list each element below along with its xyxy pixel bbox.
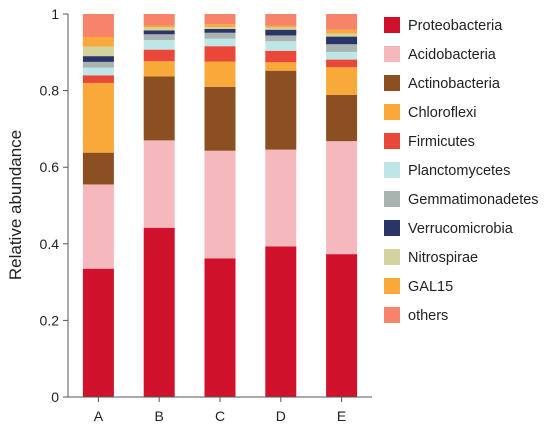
legend-label: Actinobacteria xyxy=(408,76,501,92)
bar-segment-a-proteobacteria xyxy=(82,268,114,397)
axes-layer: 0 0.2 0.4 0.6 0.8 1 A B C D E xyxy=(40,6,372,424)
bar-segment-d-proteobacteria xyxy=(265,246,297,397)
bar-segment-e-planctomycetes xyxy=(326,51,358,60)
y-tick-label: 0.8 xyxy=(40,83,60,99)
legend: Proteobacteria Acidobacteria Actinobacteri… xyxy=(384,17,539,324)
x-tick-label: E xyxy=(337,408,346,424)
bar-segment-e-gal15 xyxy=(326,29,358,34)
legend-label: Acidobacteria xyxy=(408,47,497,63)
bar-segment-c-gal15 xyxy=(204,24,236,28)
bars-layer xyxy=(82,14,358,397)
bar-segment-e-acidobacteria xyxy=(326,141,358,255)
legend-swatch xyxy=(384,307,400,323)
bar-segment-b-chloroflexi xyxy=(143,61,175,77)
legend-swatch xyxy=(384,104,400,120)
bar-segment-c-nitrospirae xyxy=(204,27,236,29)
bar-segment-c-gemmatimonadetes xyxy=(204,32,236,39)
legend-label: Planctomycetes xyxy=(408,163,510,179)
bar-segment-a-acidobacteria xyxy=(82,184,114,269)
bar-segment-d-verrucomicrobia xyxy=(265,29,297,36)
legend-swatch xyxy=(384,278,400,294)
bar-segment-d-gal15 xyxy=(265,25,297,28)
y-tick-label: 0.2 xyxy=(40,312,60,328)
legend-swatch xyxy=(384,162,400,178)
bar-segment-e-verrucomicrobia xyxy=(326,36,358,45)
bar-segment-d-actinobacteria xyxy=(265,70,297,150)
bar-segment-c-acidobacteria xyxy=(204,150,236,259)
bar-segment-b-actinobacteria xyxy=(143,76,175,141)
y-tick-label: 0.6 xyxy=(40,159,60,175)
bar-segment-d-firmicutes xyxy=(265,50,297,63)
bar-segment-c-others xyxy=(204,14,236,25)
legend-label: Firmicutes xyxy=(408,134,475,150)
bar-segment-c-proteobacteria xyxy=(204,258,236,397)
bar-segment-c-planctomycetes xyxy=(204,38,236,47)
y-tick-label: 1 xyxy=(51,6,59,22)
bar-segment-e-actinobacteria xyxy=(326,94,358,142)
x-tick-label: A xyxy=(94,408,104,424)
legend-label: Nitrospirae xyxy=(408,250,478,266)
bar-segment-a-gal15 xyxy=(82,36,114,47)
legend-swatch xyxy=(384,46,400,62)
legend-swatch xyxy=(384,75,400,91)
legend-swatch xyxy=(384,133,400,149)
bar-segment-e-others xyxy=(326,14,358,30)
bar-segment-a-verrucomicrobia xyxy=(82,56,114,62)
legend-label: GAL15 xyxy=(408,279,453,295)
legend-swatch xyxy=(384,191,400,207)
bar-segment-a-actinobacteria xyxy=(82,152,114,185)
legend-label: Gemmatimonadetes xyxy=(408,192,539,208)
y-tick-label: 0 xyxy=(51,389,59,405)
x-tick-label: C xyxy=(215,408,225,424)
bar-segment-b-acidobacteria xyxy=(143,140,175,228)
bar-segment-d-acidobacteria xyxy=(265,149,297,247)
legend-swatch xyxy=(384,220,400,236)
bar-segment-e-nitrospirae xyxy=(326,33,358,37)
bar-segment-a-gemmatimonadetes xyxy=(82,61,114,68)
legend-swatch xyxy=(384,249,400,265)
bar-segment-c-verrucomicrobia xyxy=(204,28,236,33)
bar-segment-c-chloroflexi xyxy=(204,61,236,87)
legend-label: Chloroflexi xyxy=(408,105,477,121)
bar-segment-c-firmicutes xyxy=(204,46,236,62)
legend-swatch xyxy=(384,17,400,33)
legend-label: others xyxy=(408,308,448,324)
x-tick-label: B xyxy=(155,408,164,424)
bar-segment-b-gal15 xyxy=(143,25,175,28)
bar-segment-b-proteobacteria xyxy=(143,227,175,397)
x-tick-label: D xyxy=(276,408,286,424)
bar-segment-b-verrucomicrobia xyxy=(143,30,175,35)
bar-segment-e-proteobacteria xyxy=(326,254,358,397)
bar-segment-d-chloroflexi xyxy=(265,62,297,71)
bar-segment-a-firmicutes xyxy=(82,75,114,83)
bar-segment-b-firmicutes xyxy=(143,49,175,62)
legend-label: Proteobacteria xyxy=(408,18,503,34)
bar-segment-d-nitrospirae xyxy=(265,27,297,30)
bar-segment-e-gemmatimonadetes xyxy=(326,44,358,52)
bar-segment-d-gemmatimonadetes xyxy=(265,35,297,42)
bar-segment-c-actinobacteria xyxy=(204,86,236,151)
bar-segment-e-chloroflexi xyxy=(326,67,358,95)
bar-segment-d-others xyxy=(265,14,297,26)
bar-segment-b-nitrospirae xyxy=(143,27,175,31)
bar-segment-d-planctomycetes xyxy=(265,41,297,51)
bar-segment-b-gemmatimonadetes xyxy=(143,34,175,41)
bar-segment-e-firmicutes xyxy=(326,59,358,68)
bar-segment-a-nitrospirae xyxy=(82,46,114,57)
bar-segment-b-planctomycetes xyxy=(143,40,175,50)
y-tick-label: 0.4 xyxy=(40,236,60,252)
y-axis-label: Relative abundance xyxy=(6,130,25,280)
bar-segment-a-chloroflexi xyxy=(82,82,114,153)
bar-segment-a-planctomycetes xyxy=(82,67,114,76)
legend-label: Verrucomicrobia xyxy=(408,221,514,237)
bar-segment-b-others xyxy=(143,14,175,26)
bar-segment-a-others xyxy=(82,14,114,37)
